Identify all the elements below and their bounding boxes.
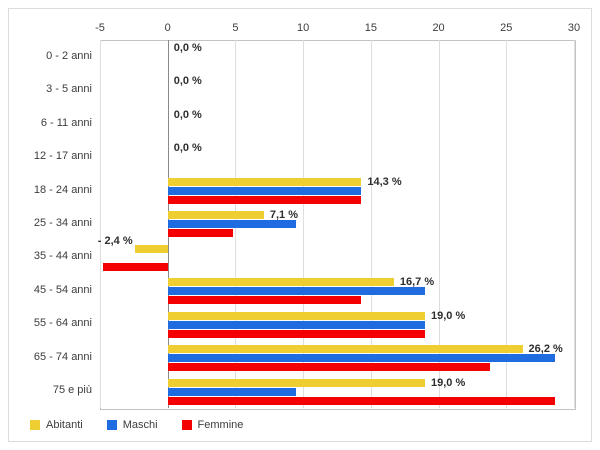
gridline [438,40,440,408]
bar-maschi [167,220,297,229]
category-label: 35 - 44 anni [33,250,92,263]
x-axis-tick-label: 0 [164,22,171,34]
bar-abitanti [167,278,394,287]
x-axis-tick-label: 30 [567,22,581,34]
value-label: 14,3 % [367,175,402,188]
bar-femmine [167,229,233,238]
category-label: 75 e più [52,384,92,397]
category-label: 45 - 54 anni [33,283,92,296]
bar-abitanti [167,211,264,220]
bar-maschi [167,387,297,396]
value-label: - 2,4 % [97,234,133,247]
value-label: 0,0 % [173,108,202,121]
bar-femmine [167,195,362,204]
bar-maschi [167,287,426,296]
gridline [506,40,508,408]
category-label: 55 - 64 anni [33,317,92,330]
x-axis-tick-label: 15 [364,22,377,34]
category-label: 3 - 5 anni [46,83,92,96]
chart-frame-border [8,8,592,442]
category-label: 12 - 17 anni [33,150,92,163]
category-label: 0 - 2 anni [46,49,92,62]
bar-maschi [167,320,426,329]
x-axis-tick-label: 20 [432,22,445,34]
bar-femmine [167,363,491,372]
value-label: 0,0 % [173,42,202,54]
x-axis-tick-label: -5 [95,22,105,34]
bar-abitanti [135,244,168,253]
legend-label: Femmine [197,419,244,431]
bar-femmine [167,296,362,305]
legend-swatch-maschi [106,420,117,430]
category-label: 18 - 24 anni [33,183,92,196]
bar-femmine [167,396,556,405]
legend-label: Abitanti [46,419,83,431]
gridline [574,40,575,408]
x-axis-tick-label: 10 [297,22,310,34]
category-label: 65 - 74 anni [33,350,92,363]
value-label: 16,7 % [399,276,435,289]
bar-abitanti [167,177,362,186]
category-label: 25 - 34 anni [33,217,92,229]
value-label: 19,0 % [431,309,466,322]
legend-label: Maschi [122,419,158,431]
value-label: 0,0 % [173,75,202,88]
bar-abitanti [167,311,426,320]
legend-item-femmine: Femmine [181,419,244,431]
x-axis-tick-label: 25 [500,22,513,34]
legend-swatch-femmine [181,420,192,430]
gridline [100,40,101,408]
legend-item-abitanti: Abitanti [30,419,83,431]
bar-maschi [167,186,362,195]
bar-maschi [167,354,556,363]
value-label: 7,1 % [269,209,298,222]
x-axis-tick-label: 5 [232,22,239,34]
category-label: 6 - 11 anni [40,116,92,129]
value-label: 26,2 % [528,343,563,356]
bar-abitanti [167,378,426,387]
gridline [370,40,372,408]
value-label: 19,0 % [431,376,466,389]
legend-item-maschi: Maschi [106,419,158,431]
bar-femmine [102,262,168,271]
legend: Abitanti Maschi Femmine [30,419,243,431]
bar-femmine [167,329,426,338]
gridline [303,40,305,408]
bar-abitanti [167,345,523,354]
value-label: 0,0 % [173,142,202,155]
legend-swatch-abitanti [30,420,40,430]
